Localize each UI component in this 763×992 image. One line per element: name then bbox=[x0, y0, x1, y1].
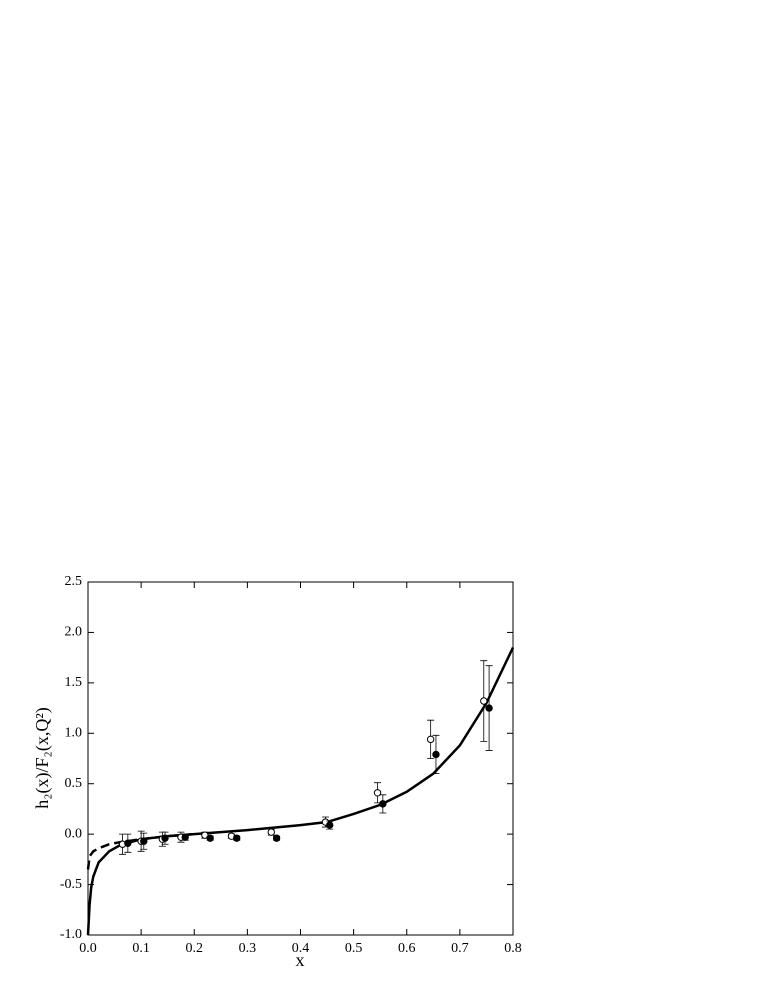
y-tick-label: 2.0 bbox=[65, 625, 83, 640]
data-point bbox=[480, 697, 488, 705]
data-point bbox=[373, 789, 382, 797]
y-tick-label: 1.0 bbox=[65, 726, 83, 741]
x-tick-label: 0.5 bbox=[345, 941, 363, 956]
x-tick-label: 0.7 bbox=[451, 941, 469, 956]
x-tick-label: 0.8 bbox=[504, 941, 522, 956]
y-tick-label: -1.0 bbox=[60, 927, 82, 942]
curve bbox=[86, 832, 195, 870]
data-point bbox=[124, 839, 132, 847]
y-axis-label: h₂(x)/F₂(x,Q²) bbox=[32, 707, 53, 808]
y-tick-label: 0.5 bbox=[65, 776, 83, 791]
data-point bbox=[206, 834, 214, 842]
x-tick-label: 0.0 bbox=[79, 941, 97, 956]
x-tick-label: 0.6 bbox=[398, 941, 416, 956]
data-point bbox=[181, 833, 189, 841]
y-tick-label: 2.5 bbox=[65, 574, 83, 589]
y-tick-label: -0.5 bbox=[60, 877, 82, 892]
x-tick-label: 0.2 bbox=[186, 941, 204, 956]
data-point bbox=[267, 828, 275, 836]
x-axis-label: x bbox=[296, 950, 305, 970]
data-point bbox=[326, 821, 334, 829]
data-point bbox=[432, 750, 440, 759]
x-tick-label: 0.4 bbox=[292, 941, 310, 956]
y-tick-label: 1.5 bbox=[65, 675, 83, 690]
y-tick-label: 0.0 bbox=[65, 826, 83, 841]
data-point bbox=[485, 704, 493, 712]
data-point bbox=[272, 834, 281, 842]
data-point bbox=[426, 735, 435, 744]
data-point bbox=[140, 837, 148, 845]
x-tick-label: 0.3 bbox=[239, 941, 257, 956]
data-point bbox=[161, 834, 169, 842]
x-tick-label: 0.1 bbox=[132, 941, 150, 956]
curve bbox=[86, 647, 515, 936]
data-point bbox=[233, 834, 241, 842]
data-point bbox=[379, 800, 387, 808]
